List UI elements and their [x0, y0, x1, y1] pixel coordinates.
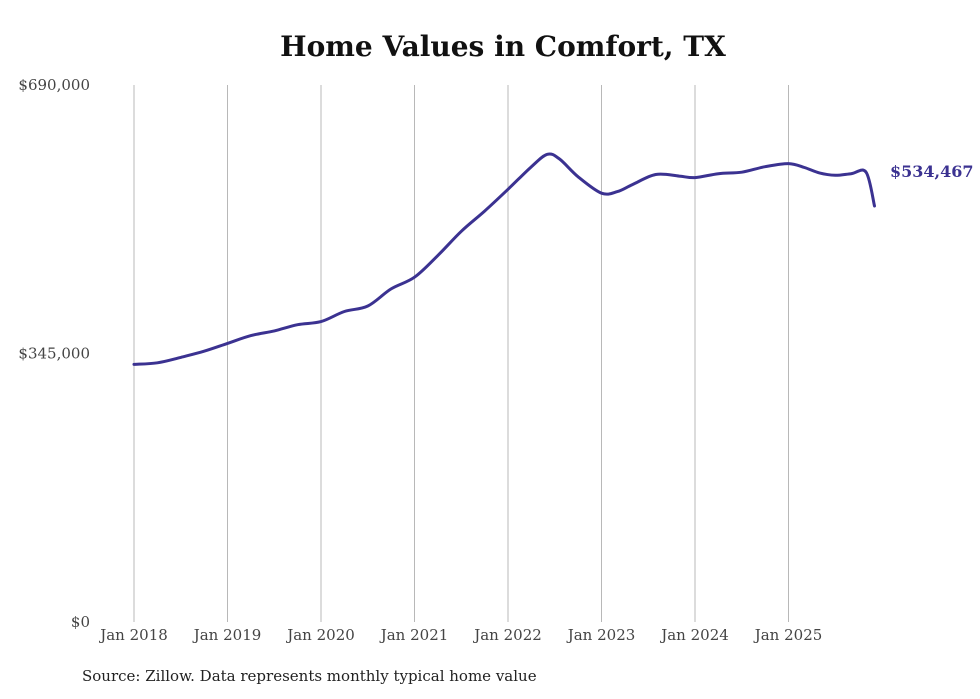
source-note: Source: Zillow. Data represents monthly …	[82, 667, 537, 685]
y-tick-label: $690,000	[18, 76, 90, 94]
x-tick-label: Jan 2019	[192, 626, 262, 644]
x-tick-label: Jan 2022	[472, 626, 542, 644]
x-tick-label: Jan 2021	[379, 626, 449, 644]
series-line	[132, 152, 876, 366]
x-tick-label: Jan 2018	[98, 626, 168, 644]
x-tick-label: Jan 2023	[566, 626, 636, 644]
end-value-label: $534,467	[890, 162, 974, 181]
x-tick-label: Jan 2025	[753, 626, 823, 644]
x-tick-label: Jan 2024	[659, 626, 729, 644]
chart-title: Home Values in Comfort, TX	[280, 30, 726, 63]
y-tick-label: $345,000	[18, 345, 90, 363]
y-tick-label: $0	[71, 613, 90, 631]
x-tick-label: Jan 2020	[285, 626, 355, 644]
